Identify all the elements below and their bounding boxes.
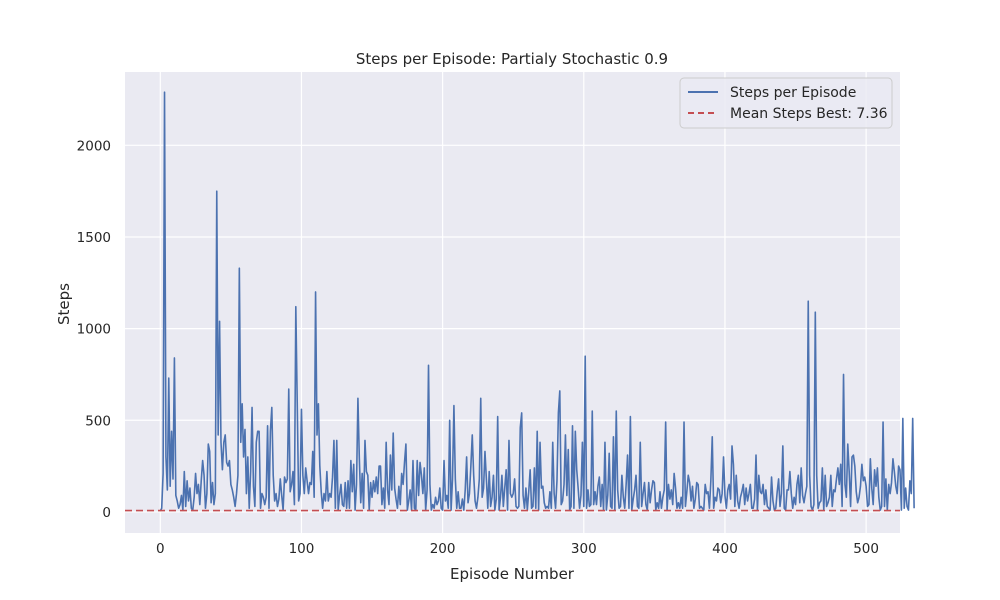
y-axis-label: Steps — [55, 283, 73, 325]
legend: Steps per Episode Mean Steps Best: 7.36 — [679, 77, 893, 129]
x-tick-label: 300 — [571, 541, 597, 557]
y-tick-label: 1500 — [77, 230, 111, 246]
x-tick-label: 400 — [712, 541, 738, 557]
y-tick-labels: 0 500 1000 1500 2000 — [77, 138, 111, 521]
x-tick-label: 100 — [289, 541, 315, 557]
legend-box — [679, 77, 893, 129]
y-tick-label: 1000 — [77, 322, 111, 338]
series-layer — [125, 91, 915, 512]
y-tick-label: 2000 — [77, 138, 111, 154]
series-line-steps-per-episode — [159, 91, 915, 512]
y-tick-label: 0 — [102, 505, 111, 521]
chart-title: Steps per Episode: Partialy Stochastic 0… — [356, 50, 668, 68]
legend-label-mean: Mean Steps Best: 7.36 — [730, 106, 888, 122]
x-tick-label: 500 — [853, 541, 879, 557]
x-tick-label: 0 — [156, 541, 165, 557]
y-gridlines — [125, 144, 900, 513]
x-gridlines — [159, 72, 867, 533]
x-tick-label: 200 — [430, 541, 456, 557]
plot-area — [125, 72, 900, 533]
x-axis-label: Episode Number — [450, 565, 575, 583]
legend-label-steps: Steps per Episode — [730, 85, 856, 101]
x-tick-labels: 0 100 200 300 400 500 — [156, 541, 879, 557]
y-tick-label: 500 — [85, 413, 111, 429]
